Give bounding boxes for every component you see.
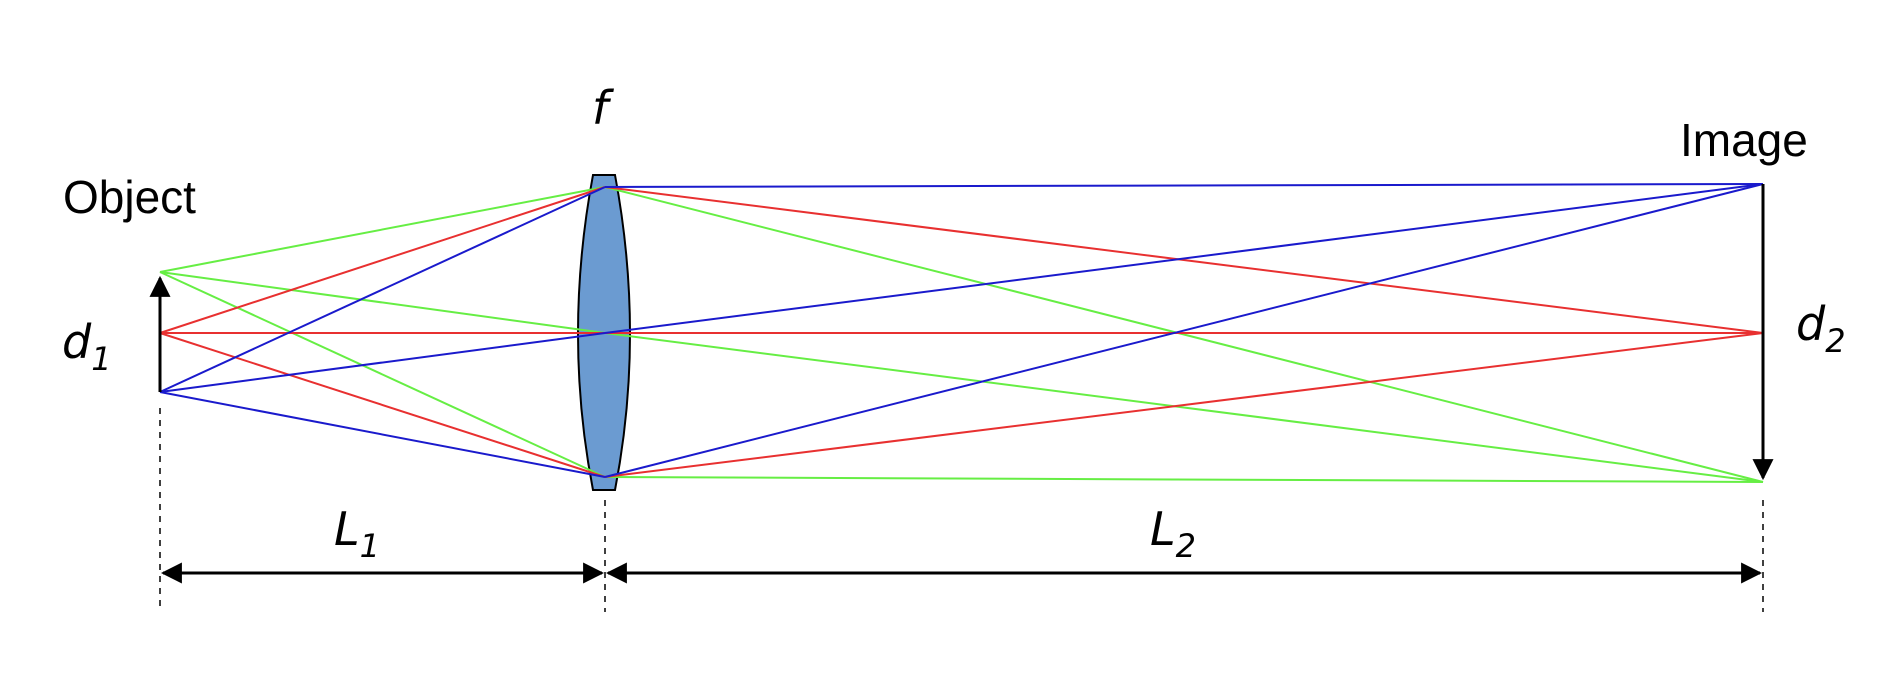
object-height-label: d1 bbox=[62, 315, 112, 378]
image-label: Image bbox=[1680, 114, 1808, 166]
ray-green-lens-center-to-image bbox=[604, 332, 1764, 483]
image-distance-label: L2 bbox=[1150, 502, 1196, 565]
object-distance-label: L1 bbox=[334, 502, 380, 565]
focal-length-label: f bbox=[592, 81, 614, 135]
ray-green-top-to-lens-center bbox=[159, 271, 606, 334]
light-rays bbox=[159, 183, 1764, 483]
ray-blue-bottom-to-lens-top bbox=[159, 186, 606, 393]
ray-red-mid-to-lens-top bbox=[159, 186, 606, 334]
ray-red-lens-bottom-to-image bbox=[604, 332, 1764, 478]
ray-green-top-to-lens-top bbox=[159, 186, 606, 273]
ray-blue-lens-bottom-to-image bbox=[604, 183, 1764, 478]
ray-red-lens-top-to-image bbox=[604, 186, 1764, 334]
image-height-label: d2 bbox=[1796, 297, 1846, 360]
ray-green-lens-bottom-to-image bbox=[604, 476, 1764, 483]
ray-blue-bottom-to-lens-center bbox=[159, 332, 606, 393]
ray-blue-lens-center-to-image bbox=[604, 183, 1764, 334]
ray-blue-bottom-to-lens-bottom bbox=[159, 391, 606, 478]
ray-green-lens-top-to-image bbox=[604, 186, 1764, 483]
ray-green-top-to-lens-bottom bbox=[159, 271, 606, 478]
object-label: Object bbox=[63, 171, 196, 223]
ray-blue-lens-top-to-image bbox=[604, 183, 1764, 188]
